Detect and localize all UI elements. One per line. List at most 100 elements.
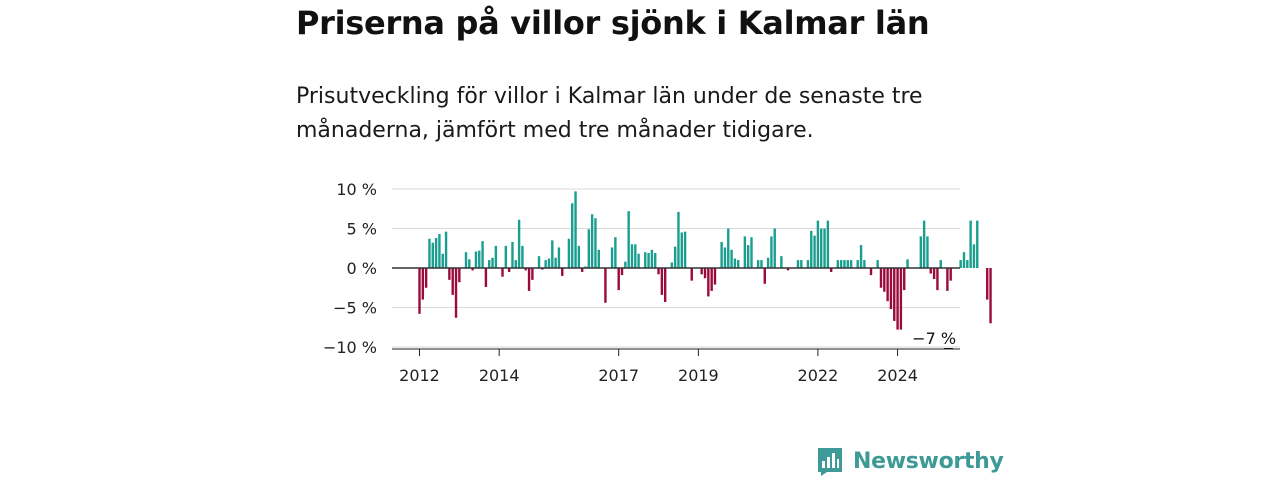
- bar: [630, 244, 634, 268]
- chart-subtitle: Prisutveckling för villor i Kalmar län u…: [296, 84, 923, 143]
- bar: [544, 260, 547, 268]
- bar: [454, 268, 458, 318]
- bar: [786, 268, 790, 271]
- bar: [796, 260, 800, 268]
- bar: [710, 268, 713, 291]
- bar: [680, 232, 683, 268]
- bar: [750, 237, 753, 268]
- bar: [823, 228, 826, 268]
- bar: [627, 211, 630, 268]
- bar: [846, 260, 849, 268]
- bar: [478, 250, 481, 268]
- bar: [869, 268, 873, 276]
- bar: [813, 235, 816, 268]
- bar: [484, 268, 488, 287]
- bar: [481, 241, 484, 268]
- bar: [504, 245, 508, 268]
- bar: [587, 229, 591, 268]
- bar: [800, 260, 803, 268]
- bar: [458, 268, 461, 283]
- bar: [780, 256, 783, 268]
- bar: [663, 268, 667, 302]
- bar: [683, 231, 687, 268]
- bar: [810, 230, 813, 268]
- bars: [418, 191, 992, 330]
- bar: [893, 268, 896, 321]
- bar: [594, 218, 597, 268]
- bar: [561, 268, 564, 276]
- bar: [511, 241, 514, 268]
- bar: [919, 236, 923, 268]
- bar: [491, 257, 494, 268]
- bar: [820, 228, 823, 268]
- bar: [474, 251, 478, 268]
- bar: [766, 257, 770, 268]
- bar: [551, 240, 554, 268]
- bar: [444, 231, 448, 268]
- bar: [906, 259, 909, 268]
- bar: [730, 249, 733, 268]
- bar: [660, 268, 664, 295]
- y-tick-label: −5 %: [333, 299, 377, 318]
- x-tick-label: 2019: [678, 366, 719, 385]
- value-label: −7 %: [912, 329, 956, 348]
- bar: [434, 237, 438, 268]
- bar: [743, 236, 747, 268]
- bar: [737, 260, 740, 268]
- bar: [936, 268, 939, 291]
- bar: [647, 252, 650, 268]
- bar: [932, 268, 936, 280]
- bar: [962, 252, 966, 268]
- bar: [514, 260, 517, 268]
- bar: [620, 268, 624, 276]
- bar: [584, 266, 587, 268]
- bar: [421, 268, 425, 300]
- bar: [922, 220, 926, 268]
- y-tick-label: 10 %: [336, 180, 377, 199]
- bar: [972, 244, 976, 268]
- bar: [571, 203, 574, 268]
- bar: [464, 252, 468, 268]
- bar: [727, 228, 730, 268]
- bar: [650, 249, 654, 268]
- bar: [976, 220, 979, 268]
- bar: [816, 220, 820, 268]
- bar: [863, 260, 866, 268]
- bar: [637, 253, 640, 268]
- bar: [580, 268, 584, 272]
- brand-name: Newsworthy: [853, 448, 1004, 474]
- bar: [946, 268, 949, 291]
- bar: [883, 268, 886, 292]
- bar: [494, 245, 498, 268]
- bar: [926, 236, 929, 268]
- newsworthy-logo-icon: [818, 448, 842, 476]
- bar: [826, 220, 830, 268]
- bar: [859, 245, 863, 268]
- bar: [610, 247, 614, 268]
- bar: [428, 238, 431, 268]
- bar: [929, 268, 932, 274]
- chart-title: Priserna på villor sjönk i Kalmar län: [296, 4, 930, 42]
- x-tick-label: 2012: [399, 366, 440, 385]
- bar: [733, 258, 737, 268]
- bar: [903, 268, 906, 291]
- bar: [577, 245, 581, 268]
- bar: [617, 268, 620, 291]
- bar: [700, 268, 703, 275]
- bar: [829, 268, 833, 272]
- bar: [541, 268, 544, 270]
- bar: [567, 238, 571, 268]
- x-tick-label: 2014: [479, 366, 520, 385]
- bar: [986, 268, 989, 300]
- bar: [720, 241, 723, 268]
- bar: [657, 268, 660, 275]
- bar: [713, 268, 717, 285]
- bar: [746, 245, 750, 268]
- bar: [438, 234, 441, 268]
- bar: [521, 245, 524, 268]
- bar: [690, 268, 693, 281]
- annotation: −7 %: [912, 329, 956, 349]
- bar: [418, 268, 421, 314]
- bar: [531, 268, 534, 280]
- y-tick-label: −10 %: [323, 338, 377, 357]
